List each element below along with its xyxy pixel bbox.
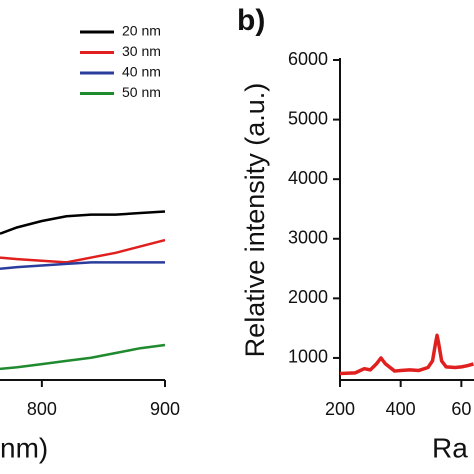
- x-tick-label: 60: [451, 399, 471, 419]
- x-tick-label: 200: [325, 399, 355, 419]
- y-tick-label: 4000: [288, 168, 328, 188]
- y-tick-label: 6000: [288, 49, 328, 69]
- x-tick-label: 800: [27, 399, 57, 419]
- y-tick-label: 2000: [288, 287, 328, 307]
- legend-label: 20 nm: [122, 23, 161, 39]
- y-axis-label: Relative intensity (a.u.): [240, 83, 270, 358]
- series-line: [0, 238, 166, 264]
- panel-label: b): [237, 4, 265, 37]
- y-tick-label: 5000: [288, 108, 328, 128]
- series-line: [0, 210, 166, 235]
- x-tick-label: 400: [386, 399, 416, 419]
- series-line: [0, 261, 165, 270]
- series-line: [0, 343, 166, 371]
- y-tick-label: 1000: [288, 347, 328, 367]
- x-axis-label: Ra: [432, 432, 468, 463]
- legend-label: 40 nm: [122, 64, 161, 80]
- legend-label: 50 nm: [122, 84, 161, 100]
- x-tick-label: 900: [150, 399, 180, 419]
- x-axis-label: nm): [0, 432, 48, 463]
- y-tick-label: 3000: [288, 228, 328, 248]
- series-line: [339, 333, 474, 376]
- legend-label: 30 nm: [122, 43, 161, 59]
